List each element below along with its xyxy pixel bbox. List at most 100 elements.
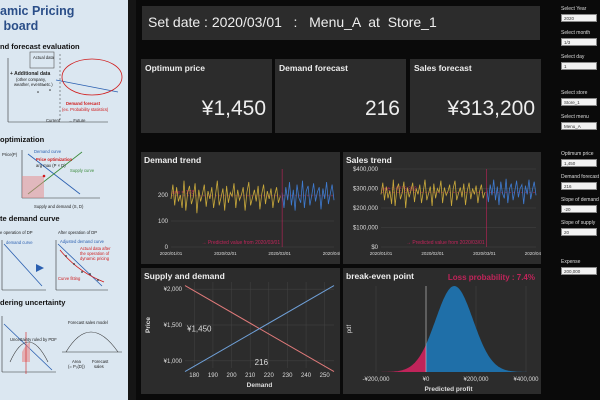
break-even-panel: break-even point Loss probability : 7.4%… — [343, 268, 541, 394]
slope-demand-input[interactable]: -20 — [561, 205, 597, 213]
y-tick-label: 0 — [165, 245, 169, 251]
predicted-series-line — [281, 180, 335, 211]
x-tick-label: -¥200,000 — [362, 377, 390, 383]
sales-trend-panel: Sales trend $0 $100,000 $200,000 $300,000 $4… — [343, 152, 541, 264]
predicted-series-line — [486, 178, 537, 206]
label-select-day: Select day — [561, 54, 585, 60]
label-curve-fitting: Curve fitting — [58, 276, 81, 281]
x-tick-label: ¥400,000 — [513, 377, 539, 383]
x-tick-label: 2020/04/01 — [323, 251, 340, 256]
label-select-menu: Select menu — [561, 114, 589, 120]
uncertainty-diagram — [1, 316, 122, 374]
section-uncertainty: dering uncertainty — [0, 298, 66, 307]
label-area-2: (= P₀(D)) — [68, 364, 85, 369]
sales-trend-chart: $0 $100,000 $200,000 $300,000 $400,000 2020/0… — [353, 167, 541, 256]
optimum-price-input[interactable]: 1,450 — [561, 159, 597, 167]
select-month[interactable]: 1/3 — [561, 38, 597, 46]
loss-probability-label: Loss probability : 7.4% — [447, 273, 535, 282]
predicted-note: → Predicted value from 2020/03/01 — [201, 240, 280, 246]
x-axis-label: Predicted profit — [424, 386, 473, 393]
x-tick-label: 240 — [301, 373, 312, 379]
label-sec3-demand-curve: demand curve — [6, 240, 33, 245]
label-additional-3: weather, events etc.) — [14, 82, 53, 87]
section-demand-curve: te demand curve — [0, 214, 60, 223]
x-tick-label: 2020/03/01 — [268, 251, 291, 256]
x-tick-label: 2020/02/01 — [421, 251, 444, 256]
break-even-chart: -¥200,000 ¥0 ¥200,000 ¥400,000 Predicted pro… — [347, 286, 539, 393]
y-tick-label: $100,000 — [353, 226, 379, 232]
x-tick-label: 2020/01/01 — [370, 251, 393, 256]
label-forecast-sales-2: sales — [94, 364, 104, 369]
panel-title: Sales trend — [346, 155, 392, 165]
slope-supply-input[interactable]: 20 — [561, 228, 597, 236]
y-tick-label: 200 — [158, 193, 169, 199]
y-tick-label: $400,000 — [353, 167, 379, 173]
price-annotation: ¥1,450 — [186, 325, 212, 334]
label-uncertainty-pdf: Uncertainty ruled by PDF — [10, 337, 57, 342]
label-forecast-sales: Forecast — [92, 359, 109, 364]
y-tick-label: $200,000 — [353, 206, 379, 212]
y-tick-label: ¥2,000 — [164, 287, 183, 293]
select-day[interactable]: 1 — [561, 62, 597, 70]
page-title: Set date : 2020/03/01 : Menu_A at Store_… — [142, 6, 540, 40]
y-tick-label: 100 — [158, 219, 169, 225]
panel-title: Demand trend — [144, 155, 202, 165]
label-actual-after: Actual data after — [80, 246, 111, 251]
price-optimization-diagram — [21, 150, 100, 199]
x-tick-label: ¥0 — [423, 377, 430, 383]
predicted-note: → Predicted value from 2020/03/01 — [406, 240, 485, 246]
x-tick-label: 200 — [227, 373, 238, 379]
select-store[interactable]: Store_1 — [561, 98, 597, 106]
label-actual-data: Actual data — [33, 55, 54, 60]
label-supply-curve: Supply curve — [70, 168, 95, 173]
loss-area — [361, 344, 426, 372]
supply-demand-panel: Supply and demand ¥1,000 ¥1,500 ¥2,000 180 1… — [141, 268, 340, 394]
panel-title: break-even point — [346, 271, 415, 281]
label-select-year: Select Year — [561, 6, 587, 12]
select-menu[interactable]: Menu_A — [561, 122, 597, 130]
select-year[interactable]: 2020 — [561, 14, 597, 22]
y-axis-label: pdf — [347, 324, 353, 333]
kpi-title: Demand forecast — [279, 63, 348, 73]
kpi-demand-forecast: Demand forecast 216 — [275, 59, 406, 133]
x-tick-label: 2020/01/01 — [160, 251, 183, 256]
sidebar-slide: amic Pricing board nd forecast evaluatio… — [0, 0, 128, 400]
x-tick-label: 220 — [264, 373, 275, 379]
label-future: → Future — [68, 118, 86, 123]
label-forecast-model: Forecast sales model — [68, 320, 108, 325]
label-slope-demand: Slope of demand — [561, 197, 599, 203]
kpi-value: ¥1,450 — [201, 97, 266, 120]
x-tick-label: 180 — [189, 373, 200, 379]
kpi-title: Sales forecast — [414, 63, 472, 73]
y-tick-label: ¥1,000 — [164, 359, 183, 365]
demand-trend-panel: Demand trend 0 100 200 2020/01/01 2020/02/01… — [141, 152, 340, 264]
supply-line — [184, 285, 335, 373]
actual-series-line — [380, 179, 486, 209]
label-demand-forecast: Demand forecast — [66, 101, 100, 106]
section-price-optimization: optimization — [0, 135, 45, 144]
label-price-optimization: Price optimization — [36, 157, 73, 162]
x-tick-label: ¥200,000 — [463, 377, 489, 383]
y-tick-label: $300,000 — [353, 187, 379, 193]
x-tick-label: 210 — [245, 373, 256, 379]
label-additional-data: + Additional data — [10, 71, 51, 77]
label-select-store: Select store — [561, 90, 588, 96]
kpi-value: 216 — [364, 97, 400, 120]
demand-curve-diagram — [1, 240, 108, 291]
label-select-month: Select month — [561, 30, 591, 36]
demand-forecast-input[interactable]: 216 — [561, 182, 597, 190]
label-optimum-price: Optimum price — [561, 151, 594, 157]
kpi-title: Optimum price — [145, 63, 205, 73]
y-tick-label: ¥1,500 — [164, 323, 183, 329]
sidebar-title: amic Pricing board — [0, 4, 75, 33]
y-axis-label: Price — [145, 317, 152, 333]
x-tick-label: 2020/04/01 — [525, 251, 541, 256]
label-adjusted-curve: Adjusted demand curve — [60, 239, 104, 244]
control-panel: Select Year 2020 Select month 1/3 Select… — [545, 0, 600, 400]
x-axis-label: Demand — [247, 382, 273, 389]
label-expense: Expense — [561, 259, 581, 265]
x-tick-label: 190 — [208, 373, 219, 379]
label-actual-after-2: the operation of — [80, 251, 110, 256]
expense-input[interactable]: 200,000 — [561, 267, 597, 275]
kpi-optimum-price: Optimum price ¥1,450 — [141, 59, 272, 133]
